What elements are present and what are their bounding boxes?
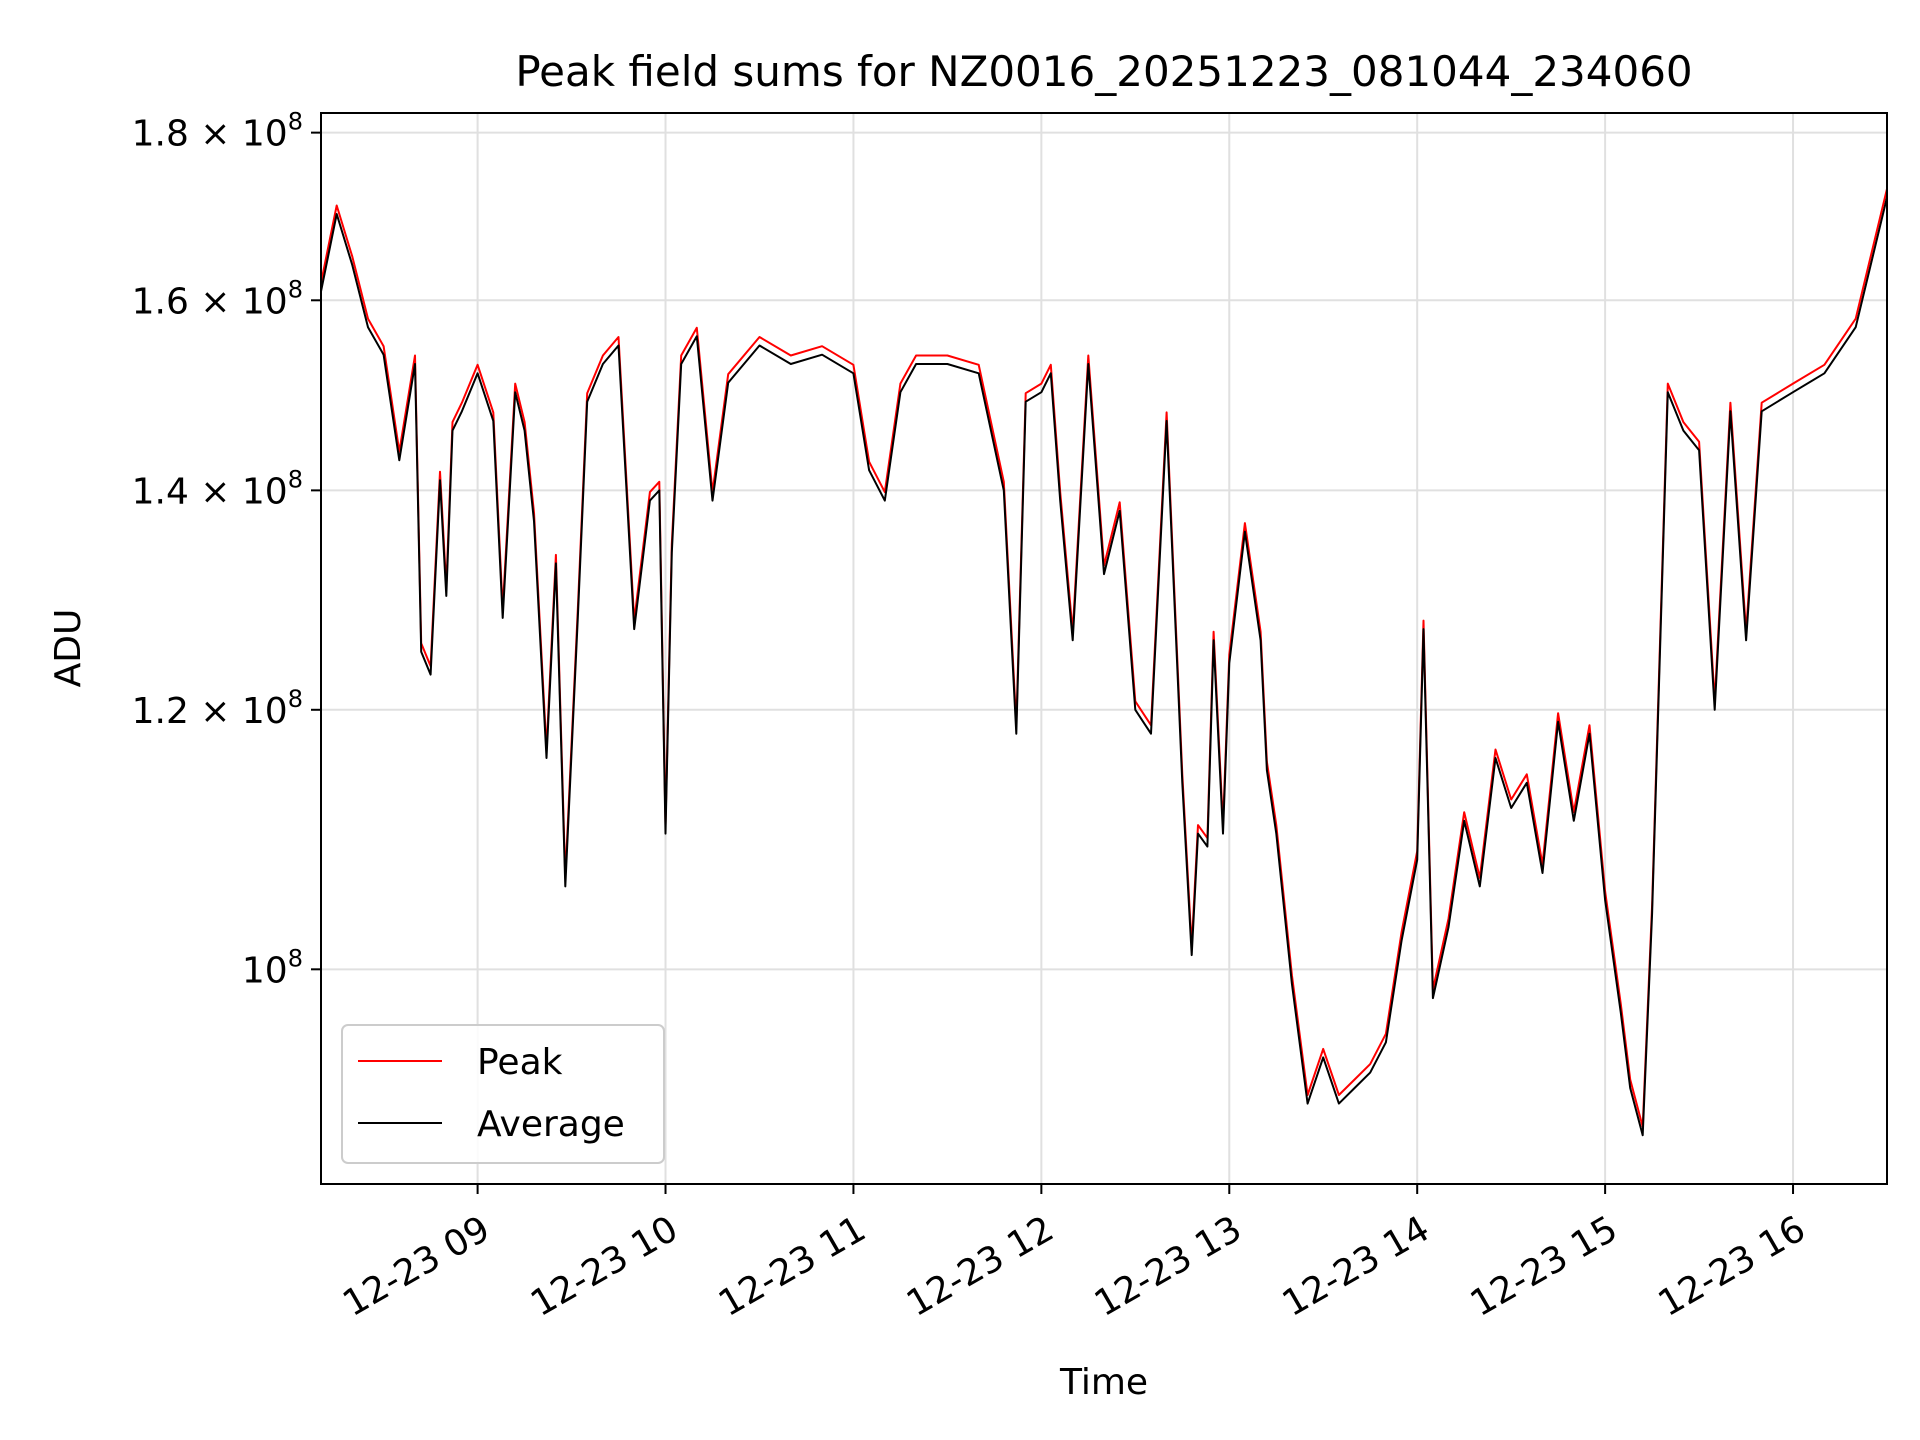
x-tick-label: 12-23 10 — [524, 1208, 685, 1324]
chart-title: Peak field sums for NZ0016_20251223_0810… — [515, 47, 1692, 96]
x-tick-label: 12-23 14 — [1276, 1208, 1437, 1324]
x-tick-label: 12-23 13 — [1088, 1208, 1249, 1324]
y-tick-label: 1.2 × 108 — [132, 685, 303, 732]
legend-label-average: Average — [477, 1104, 625, 1145]
y-tick-label: 108 — [242, 944, 303, 991]
x-tick-label: 12-23 11 — [712, 1208, 873, 1324]
x-axis: 12-23 09 12-23 10 12-23 11 12-23 12 12-23 13… — [336, 1184, 1812, 1325]
x-axis-label: Time — [1059, 1362, 1148, 1403]
legend: Peak Average — [341, 1024, 665, 1164]
series-line-peak — [320, 188, 1888, 1128]
x-tick-label: 12-23 16 — [1652, 1208, 1813, 1324]
x-tick-label: 12-23 15 — [1464, 1208, 1625, 1324]
grid-lines — [321, 113, 1887, 1184]
legend-box — [341, 1024, 665, 1164]
y-axis-label: ADU — [48, 609, 89, 688]
x-tick-label: 12-23 12 — [900, 1208, 1061, 1324]
series-line-average — [320, 197, 1888, 1137]
y-tick-label: 1.8 × 108 — [132, 108, 303, 155]
plot-frame — [320, 112, 1888, 1185]
y-axis: 108 1.2 × 108 1.4 × 108 1.6 × 108 1.8 × 108 — [132, 108, 321, 991]
x-tick-label: 12-23 09 — [336, 1208, 497, 1324]
series-lines — [320, 188, 1888, 1137]
y-tick-label: 1.6 × 108 — [132, 275, 303, 322]
y-tick-label: 1.4 × 108 — [132, 465, 303, 512]
legend-label-peak: Peak — [477, 1042, 563, 1083]
